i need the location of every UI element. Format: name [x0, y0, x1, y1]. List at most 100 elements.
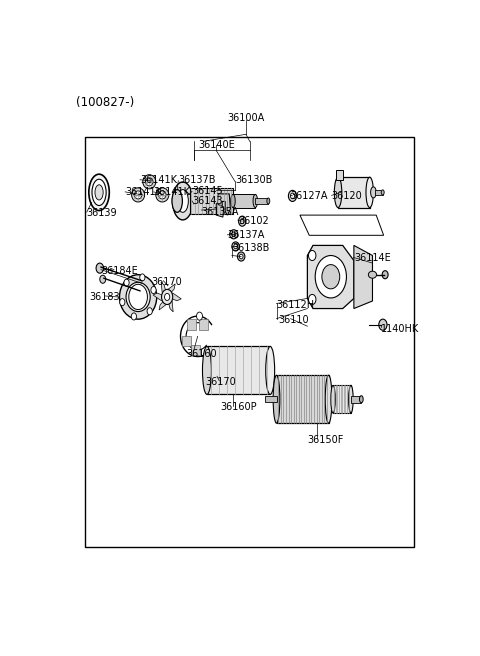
Circle shape	[100, 276, 106, 283]
Circle shape	[315, 255, 347, 298]
Bar	[276, 375, 329, 423]
Text: 36135A: 36135A	[202, 207, 239, 216]
Circle shape	[382, 271, 388, 279]
Text: 36143: 36143	[192, 196, 223, 206]
Polygon shape	[354, 245, 372, 308]
Ellipse shape	[132, 188, 144, 202]
Circle shape	[96, 263, 104, 273]
Text: 36141K: 36141K	[153, 188, 190, 197]
Text: 36160P: 36160P	[220, 402, 257, 412]
Ellipse shape	[158, 191, 166, 199]
Bar	[207, 346, 270, 394]
Text: 36150F: 36150F	[307, 435, 344, 445]
Ellipse shape	[371, 187, 376, 198]
Ellipse shape	[288, 190, 297, 201]
Ellipse shape	[348, 385, 353, 413]
Ellipse shape	[126, 282, 150, 312]
Ellipse shape	[290, 193, 295, 199]
Polygon shape	[167, 293, 181, 300]
Polygon shape	[161, 282, 167, 297]
Bar	[209, 367, 226, 386]
Ellipse shape	[240, 255, 243, 259]
Text: 36138B: 36138B	[232, 243, 269, 253]
Text: 36114E: 36114E	[354, 253, 391, 263]
Polygon shape	[216, 203, 224, 217]
Bar	[199, 319, 208, 329]
Text: 36170: 36170	[205, 377, 236, 387]
Bar	[233, 194, 255, 207]
Circle shape	[309, 251, 316, 260]
Circle shape	[196, 312, 203, 320]
Ellipse shape	[232, 242, 240, 251]
Bar	[190, 188, 233, 214]
Ellipse shape	[267, 198, 270, 204]
Ellipse shape	[239, 216, 246, 226]
Bar	[182, 336, 191, 346]
Ellipse shape	[266, 346, 275, 394]
Ellipse shape	[229, 230, 238, 239]
Ellipse shape	[120, 275, 156, 319]
Polygon shape	[167, 284, 175, 297]
Bar	[85, 137, 414, 548]
Text: 36141K: 36141K	[125, 188, 162, 197]
Bar	[338, 177, 370, 207]
Bar	[333, 385, 351, 413]
Circle shape	[124, 279, 129, 286]
Ellipse shape	[381, 190, 384, 195]
Ellipse shape	[331, 385, 335, 413]
Circle shape	[162, 289, 173, 304]
Ellipse shape	[203, 346, 211, 394]
Ellipse shape	[234, 244, 238, 249]
Bar	[255, 198, 268, 204]
Text: 36100A: 36100A	[228, 113, 264, 123]
Circle shape	[147, 308, 152, 315]
Circle shape	[151, 287, 156, 293]
Circle shape	[131, 313, 136, 320]
Text: 36127A: 36127A	[290, 191, 328, 201]
Ellipse shape	[335, 177, 342, 207]
Polygon shape	[159, 297, 167, 310]
Ellipse shape	[368, 271, 377, 278]
Circle shape	[379, 319, 387, 330]
Text: 36170: 36170	[151, 277, 182, 287]
Ellipse shape	[177, 190, 188, 213]
Text: 36137B: 36137B	[178, 174, 216, 185]
Bar	[265, 396, 276, 402]
Text: 36130B: 36130B	[235, 174, 272, 185]
Circle shape	[322, 264, 340, 289]
Ellipse shape	[240, 218, 244, 224]
Polygon shape	[307, 245, 354, 308]
Text: 36102: 36102	[238, 216, 269, 226]
Text: (100827-): (100827-)	[76, 96, 134, 110]
Polygon shape	[217, 194, 230, 215]
Text: 36140E: 36140E	[198, 140, 235, 150]
Ellipse shape	[145, 178, 153, 186]
Circle shape	[120, 298, 125, 306]
Circle shape	[140, 274, 145, 281]
Ellipse shape	[325, 375, 332, 423]
Ellipse shape	[95, 185, 103, 200]
Text: 36141K: 36141K	[140, 174, 177, 185]
Ellipse shape	[156, 188, 169, 202]
Text: 36145: 36145	[192, 186, 223, 196]
Text: 36137A: 36137A	[228, 230, 265, 240]
Ellipse shape	[92, 179, 106, 205]
Polygon shape	[167, 297, 173, 312]
Ellipse shape	[172, 190, 182, 213]
Text: 36184E: 36184E	[101, 266, 138, 276]
Ellipse shape	[366, 177, 373, 207]
Ellipse shape	[89, 174, 109, 211]
Ellipse shape	[222, 372, 229, 380]
Text: 36112H: 36112H	[276, 300, 314, 310]
Bar	[191, 344, 200, 355]
Polygon shape	[153, 293, 167, 300]
Circle shape	[165, 293, 170, 300]
Text: 36139: 36139	[87, 207, 118, 218]
Bar	[351, 396, 361, 403]
Bar	[375, 190, 383, 195]
Ellipse shape	[134, 191, 142, 199]
Text: 36110: 36110	[278, 315, 309, 325]
Ellipse shape	[238, 252, 245, 261]
Circle shape	[309, 295, 316, 304]
Text: 1140HK: 1140HK	[381, 324, 419, 334]
